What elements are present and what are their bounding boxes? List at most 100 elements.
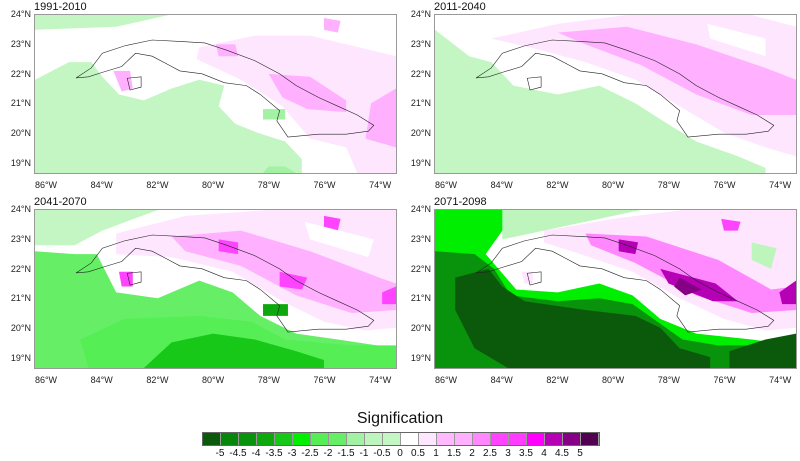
colorbar-swatch [275,433,293,445]
colorbar-swatch [401,433,419,445]
contour-region [618,239,639,255]
lon-tick-label: 80°W [202,180,225,190]
lon-tick-label: 78°W [257,375,280,385]
lon-tick-label: 80°W [602,375,625,385]
lon-tick-label: 86°W [434,375,458,385]
lat-tick-label: 23°N [410,233,431,244]
lat-tick-label: 23°N [10,233,31,244]
contour-region [455,268,711,368]
colorbar-label: -3 [287,448,297,459]
lat-tick-label: 19°N [410,158,431,168]
coastline [527,77,541,90]
colorbar-label: 0.5 [411,448,425,459]
lon-tick-label: 80°W [602,180,625,190]
coastline [76,40,374,137]
coastline [476,40,774,137]
lon-tick-label: 82°W [546,180,569,190]
lat-tick-label: 22°N [10,263,31,274]
lat-tick-label: 20°N [410,128,431,139]
lat-tick-label: 24°N [410,9,431,19]
contour-map [35,210,396,368]
colorbar-label: -4 [251,448,261,459]
colorbar-swatch [437,433,455,445]
lon-tick-label: 78°W [257,180,280,190]
colorbar-label: 1 [433,448,439,459]
lon-tick-label: 78°W [657,375,680,385]
coastline [527,272,541,285]
lon-tick-label: 74°W [369,375,392,385]
colorbar-swatch [203,433,221,445]
lon-tick-label: 74°W [769,180,792,190]
lon-tick-label: 82°W [146,375,169,385]
contour-region [491,15,796,157]
lon-tick-label: 84°W [90,180,113,190]
contour-region [382,286,396,305]
contour-region [502,210,641,240]
lat-tick-label: 23°N [410,38,431,49]
lon-tick-label: 86°W [34,180,58,190]
contour-region [304,221,374,258]
map-panel [434,14,797,174]
colorbar-label: 3 [505,448,511,459]
panel-title: 2071-2098 [434,196,487,208]
panel-title: 2041-2070 [34,196,87,208]
colorbar-swatch [419,433,437,445]
lon-tick-label: 86°W [34,375,58,385]
contour-region [521,271,533,284]
panel-title: 2011-2040 [434,1,486,13]
colorbar-label: -3.5 [265,448,283,459]
contour-region [557,26,796,116]
contour-region [268,73,347,113]
colorbar-swatch [491,433,509,445]
colorbar-label: 2.5 [483,448,497,459]
lon-tick-label: 74°W [369,180,392,190]
coastline [76,235,374,332]
colorbar-swatch [455,433,473,445]
colorbar-label: 1.5 [447,448,461,459]
colorbar-swatch [383,433,401,445]
contour-region [118,271,133,287]
contour-region [707,23,766,57]
contour-region [674,277,702,296]
colorbar-label: -2 [323,448,333,459]
panel-title: 1991-2010 [34,1,87,13]
colorbar-label: 4.5 [555,448,569,459]
lat-tick-label: 21°N [10,98,31,109]
lat-tick-label: 24°N [410,204,431,214]
contour-region [279,271,308,290]
map-panel [434,209,797,369]
lat-tick-label: 24°N [10,204,31,214]
colorbar-swatch [311,433,329,445]
contour-region [196,35,396,173]
lat-tick-label: 22°N [10,68,31,79]
colorbar-label: -0.5 [373,448,391,459]
contour-region [35,15,169,30]
colorbar-label: -1 [359,448,369,459]
colorbar-swatch [527,433,545,445]
lon-tick-label: 82°W [146,180,169,190]
contour-map [435,15,796,173]
contour-map [435,210,796,368]
lat-tick-label: 24°N [10,9,31,19]
lon-tick-label: 74°W [769,375,792,385]
colorbar-swatch [473,433,491,445]
lon-tick-label: 78°W [657,180,680,190]
lat-tick-label: 20°N [10,323,31,334]
contour-region [35,210,158,246]
lat-tick-label: 22°N [410,68,431,79]
colorbar-label: 0 [397,448,403,459]
contour-region [113,70,133,92]
lon-tick-label: 86°W [434,180,458,190]
map-panel [34,209,397,369]
contour-region [751,242,777,269]
lon-tick-label: 82°W [546,375,569,385]
map-panel [34,14,397,174]
colorbar-swatch [239,433,257,445]
contour-region [263,109,286,120]
lat-tick-label: 23°N [10,38,31,49]
lat-tick-label: 19°N [410,353,431,363]
colorbar-label: 5 [577,448,583,459]
contour-region [779,280,796,305]
lat-tick-label: 21°N [410,98,431,109]
lat-tick-label: 19°N [10,353,31,363]
